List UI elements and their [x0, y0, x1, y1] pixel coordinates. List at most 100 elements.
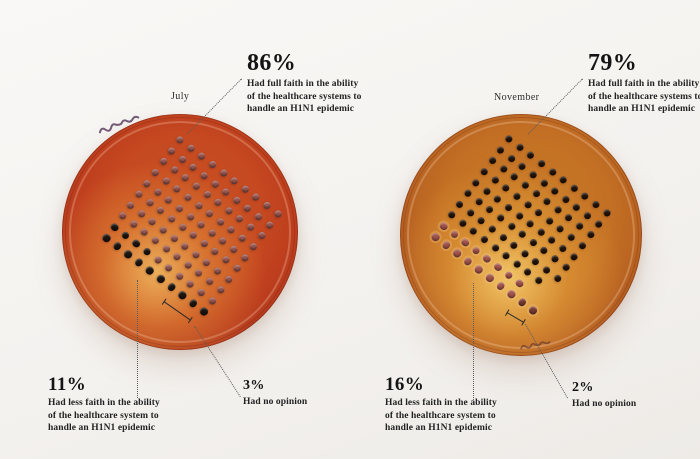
dot-full-faith: [177, 154, 188, 165]
pct-less-faith-november: 16%: [385, 374, 425, 395]
dot-less-faith: [155, 273, 166, 285]
petri-dish-july: [62, 114, 298, 350]
dot-full-faith: [229, 244, 240, 255]
dot-full-faith: [204, 276, 215, 287]
dot-full-faith: [210, 178, 221, 189]
dot-full-faith: [457, 218, 468, 229]
dot-full-faith: [150, 235, 161, 246]
dot-less-faith: [144, 265, 155, 277]
dot-full-faith: [539, 177, 550, 188]
month-label-november: November: [494, 92, 540, 103]
dot-less-faith: [459, 237, 471, 248]
dot-full-faith: [517, 161, 528, 172]
dot-full-faith: [495, 145, 506, 156]
dot-full-faith: [555, 224, 566, 235]
dot-full-faith: [218, 168, 229, 178]
dot-full-faith: [479, 234, 490, 245]
dot-full-faith: [569, 251, 579, 262]
dot-less-faith: [120, 230, 131, 241]
dot-less-faith: [122, 249, 134, 260]
dot-less-faith: [451, 248, 463, 259]
dot-full-faith: [188, 162, 199, 173]
dot-full-faith: [530, 256, 541, 267]
dot-full-faith: [566, 232, 577, 243]
dot-full-faith: [476, 215, 487, 226]
dot-full-faith: [185, 279, 196, 290]
dot-full-faith: [180, 173, 191, 184]
dot-full-faith: [465, 207, 476, 218]
dot-full-faith: [558, 175, 569, 186]
callout-no-opinion-november: 2% Had no opinion: [572, 380, 700, 411]
dot-less-faith: [514, 278, 525, 289]
dot-full-faith: [531, 188, 541, 199]
dot-full-faith: [446, 210, 457, 221]
dot-full-faith: [125, 200, 136, 211]
pct-less-faith-july: 11%: [48, 374, 87, 395]
dot-full-faith: [264, 219, 275, 230]
dot-full-faith: [512, 191, 522, 202]
dot-full-faith: [482, 186, 492, 196]
dot-full-faith: [498, 232, 509, 243]
dot-no-opinion: [177, 290, 188, 301]
dot-full-faith: [180, 241, 191, 252]
dot-full-faith: [558, 243, 569, 254]
desc-no-opinion-november: Had no opinion: [572, 399, 637, 409]
dot-full-faith: [163, 263, 174, 274]
petri-dish-november: [400, 114, 642, 356]
dot-full-faith: [544, 216, 555, 226]
dot-less-faith: [473, 264, 484, 276]
dot-grid-november: [426, 130, 616, 320]
dot-full-faith: [501, 183, 512, 194]
dot-full-faith: [201, 257, 212, 268]
dot-grid-july: [97, 131, 287, 321]
dot-full-faith: [484, 205, 495, 215]
dot-full-faith: [528, 169, 539, 180]
dot-full-faith: [169, 165, 180, 176]
dot-full-faith: [188, 230, 199, 241]
dot-full-faith: [161, 176, 172, 186]
dot-full-faith: [193, 268, 204, 279]
dot-full-faith: [117, 211, 128, 222]
dot-full-faith: [560, 262, 571, 273]
desc-less-faith-november: Had less faith in the ability of the hea…: [385, 398, 497, 433]
dot-full-faith: [580, 191, 590, 202]
pct-full-faith-november: 79%: [588, 50, 638, 76]
dot-full-faith: [593, 218, 604, 229]
dot-full-faith: [574, 221, 585, 232]
dot-full-faith: [561, 194, 571, 205]
pct-full-faith-july: 86%: [247, 50, 297, 76]
dot-full-faith: [144, 197, 155, 208]
dot-full-faith: [185, 143, 196, 154]
dot-full-faith: [261, 200, 272, 211]
pct-no-opinion-july: 3%: [243, 378, 265, 393]
dot-full-faith: [514, 142, 525, 153]
dot-full-faith: [471, 177, 482, 188]
dot-full-faith: [196, 151, 207, 162]
dot-full-faith: [601, 208, 612, 218]
dot-less-faith: [481, 253, 493, 265]
dot-less-faith: [430, 231, 441, 243]
dot-full-faith: [153, 187, 163, 197]
dot-full-faith: [503, 202, 514, 213]
month-label-july: July: [171, 91, 190, 102]
dot-full-faith: [139, 227, 150, 238]
callout-no-opinion-july: 3% Had no opinion: [243, 378, 395, 409]
dot-full-faith: [158, 157, 169, 167]
dot-full-faith: [272, 209, 283, 219]
dot-full-faith: [169, 233, 180, 244]
dot-full-faith: [237, 233, 248, 244]
dot-full-faith: [582, 210, 593, 221]
dot-full-faith: [520, 180, 531, 191]
dot-full-faith: [229, 176, 240, 187]
pct-no-opinion-november: 2%: [572, 380, 594, 395]
dot-full-faith: [517, 229, 528, 240]
leader-line-less-faith-july: [137, 280, 138, 398]
dot-full-faith: [493, 194, 503, 204]
dot-full-faith: [174, 271, 185, 282]
dot-full-faith: [569, 183, 580, 194]
dot-full-faith: [158, 225, 169, 235]
dot-less-faith: [506, 289, 517, 300]
dot-full-faith: [495, 213, 506, 224]
dot-full-faith: [473, 196, 484, 207]
